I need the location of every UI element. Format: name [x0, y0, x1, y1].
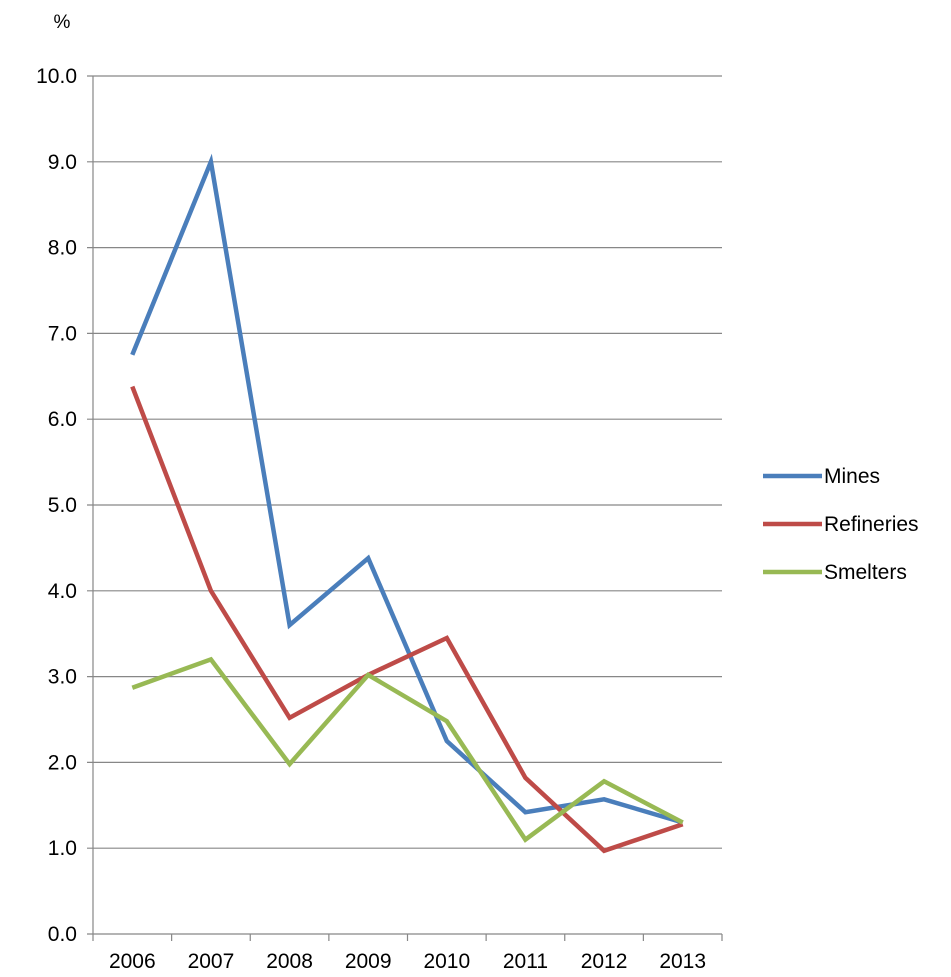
y-tick-label: 3.0: [48, 666, 77, 689]
y-tick-label: 2.0: [48, 751, 77, 774]
x-tick-label: 2008: [266, 950, 313, 973]
y-axis-tick-labels: 0.0 1.0 2.0 3.0 4.0 5.0 6.0 7.0 8.0 9.0 10.0: [36, 65, 77, 946]
gridlines: [87, 75, 722, 849]
y-tick-label: 6.0: [48, 408, 77, 431]
y-tick-label: 8.0: [48, 237, 77, 260]
y-tick-label: 1.0: [48, 837, 77, 860]
x-tick-label: 2007: [188, 950, 235, 973]
x-tick-label: 2010: [423, 950, 470, 973]
legend-label-refineries: Refineries: [824, 513, 919, 536]
legend-label-smelters: Smelters: [824, 561, 907, 584]
y-axis-unit-label: %: [54, 12, 71, 33]
x-tick-label: 2006: [109, 950, 156, 973]
legend: Mines Refineries Smelters: [763, 465, 919, 584]
series-line-mines: [130, 153, 684, 825]
y-tick-label: 5.0: [48, 494, 77, 517]
y-tick-label: 0.0: [48, 923, 77, 946]
legend-label-mines: Mines: [824, 465, 880, 488]
x-tick-label: 2009: [345, 950, 392, 973]
y-tick-label: 4.0: [48, 580, 77, 603]
y-tick-label: 10.0: [36, 65, 77, 88]
series-line-smelters: [131, 656, 684, 843]
y-tick-label: 7.0: [48, 322, 77, 345]
axes: [87, 76, 723, 941]
series-lines: [130, 153, 684, 854]
x-axis-tick-labels: 2006 2007 2008 2009 2010 2011 2012 2013: [109, 950, 706, 973]
y-tick-label: 9.0: [48, 151, 77, 174]
x-tick-label: 2012: [581, 950, 628, 973]
series-line-refineries: [130, 385, 684, 854]
x-tick-label: 2011: [503, 950, 548, 973]
x-tick-label: 2013: [659, 950, 706, 973]
